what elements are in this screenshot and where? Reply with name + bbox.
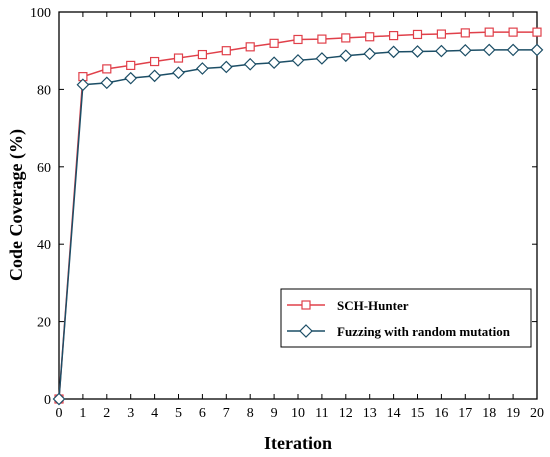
data-point-diamond: [148, 69, 161, 83]
data-point-diamond: [506, 43, 520, 57]
data-point-square: [341, 33, 351, 43]
data-point-diamond: [458, 43, 472, 57]
legend-marker-sch-hunter: [301, 300, 311, 310]
x-tick-label: 12: [339, 406, 353, 421]
x-tick-label: 14: [387, 406, 401, 421]
x-tick-label: 2: [103, 406, 110, 421]
legend-label-sch-hunter: SCH-Hunter: [337, 298, 409, 313]
data-point-square: [508, 27, 518, 37]
data-point-diamond: [100, 76, 114, 90]
y-axis-title: Code Coverage (%): [6, 129, 27, 281]
data-point-square: [436, 29, 446, 39]
data-point-diamond: [530, 43, 544, 57]
data-point-square: [484, 27, 494, 37]
x-tick-label: 7: [223, 406, 230, 421]
data-point-square: [150, 56, 160, 67]
data-series: [52, 27, 544, 406]
data-point-square: [365, 32, 375, 42]
legend: SCH-Hunter Fuzzing with random mutation: [280, 288, 532, 348]
y-tick-label: 40: [37, 238, 51, 253]
x-axis-title: Iteration: [264, 433, 332, 453]
data-point-diamond: [76, 78, 90, 92]
y-tick-label: 20: [37, 316, 51, 331]
data-point-diamond: [315, 52, 329, 65]
data-point-square: [102, 64, 112, 74]
data-point-diamond: [196, 62, 209, 75]
x-tick-label: 17: [458, 406, 472, 421]
x-tick-label: 16: [434, 406, 448, 421]
legend-box: [280, 288, 532, 348]
data-point-diamond: [435, 44, 448, 58]
data-point-diamond: [339, 49, 353, 63]
x-tick-label: 10: [291, 406, 305, 421]
x-tick-label: 1: [79, 406, 86, 421]
x-tick-label: 0: [56, 406, 63, 421]
x-tick-label: 19: [506, 406, 520, 421]
data-point-square: [532, 27, 542, 37]
data-point-square: [317, 34, 327, 44]
data-point-square: [269, 38, 279, 48]
axis-ticks: 0 1 2 3 4 5 6 7 8 9 10 11 12 13 14 15 16 17 18 19 2002040608…: [30, 6, 544, 421]
data-point-diamond: [243, 57, 257, 71]
data-point-diamond: [267, 56, 281, 70]
data-point-square: [221, 46, 231, 56]
data-point-diamond: [219, 60, 233, 74]
data-point-diamond: [52, 392, 66, 406]
y-tick-label: 0: [44, 393, 51, 408]
data-point-diamond: [482, 43, 496, 57]
x-tick-label: 18: [482, 406, 496, 421]
y-tick-label: 80: [37, 83, 51, 98]
data-point-square: [293, 34, 303, 45]
x-tick-label: 13: [363, 406, 377, 421]
x-tick-label: 9: [271, 406, 278, 421]
x-tick-label: 20: [530, 406, 544, 421]
x-tick-label: 4: [151, 406, 158, 421]
data-point-square: [197, 49, 207, 60]
data-point-square: [389, 31, 399, 41]
x-tick-label: 6: [199, 406, 206, 421]
y-tick-label: 100: [30, 6, 51, 21]
legend-marker-fuzzing: [299, 324, 313, 338]
data-point-diamond: [411, 45, 424, 58]
legend-label-fuzzing: Fuzzing with random mutation: [337, 324, 511, 339]
x-tick-label: 15: [411, 406, 425, 421]
data-point-square: [460, 28, 470, 38]
data-point-diamond: [172, 66, 185, 80]
data-point-square: [412, 29, 423, 40]
x-tick-label: 11: [315, 406, 328, 421]
data-point-diamond: [387, 45, 400, 59]
data-point-square: [245, 42, 255, 52]
data-point-square: [173, 53, 184, 63]
data-point-diamond: [124, 71, 138, 85]
x-tick-label: 3: [127, 406, 134, 421]
data-point-diamond: [291, 54, 305, 67]
x-tick-label: 5: [175, 406, 182, 421]
data-point-diamond: [363, 47, 377, 61]
data-point-square: [126, 60, 136, 71]
y-tick-label: 60: [37, 161, 51, 176]
x-tick-label: 8: [247, 406, 254, 421]
